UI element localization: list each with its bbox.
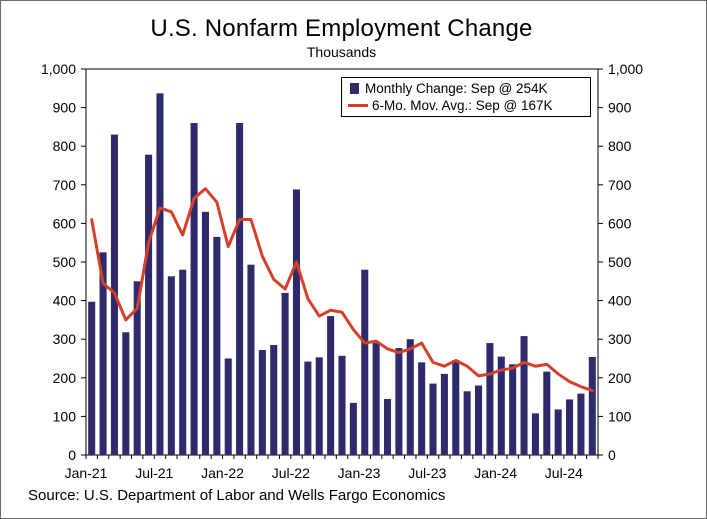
bar	[167, 276, 175, 455]
bar	[395, 348, 403, 455]
y-tick-label-right: 100	[608, 408, 632, 424]
x-tick-label: Jul-23	[408, 465, 446, 481]
bar	[224, 358, 232, 455]
bar	[349, 402, 357, 455]
bar	[236, 123, 244, 455]
y-tick-label-right: 300	[608, 331, 632, 347]
bar	[304, 361, 312, 455]
x-tick-label: Jan-21	[65, 465, 108, 481]
bar	[201, 211, 209, 455]
y-tick-label-left: 300	[53, 331, 77, 347]
y-tick-label-right: 400	[608, 293, 632, 309]
moving-average-line	[90, 187, 594, 393]
bar	[440, 373, 448, 455]
bar	[520, 336, 528, 455]
y-tick-label-right: 1,000	[608, 61, 643, 77]
bar	[452, 360, 460, 455]
x-tick-label: Jul-24	[545, 465, 583, 481]
x-tick-label: Jan-24	[474, 465, 517, 481]
bar	[429, 383, 437, 455]
bar	[497, 356, 505, 455]
bar	[543, 371, 551, 455]
y-tick-label-left: 500	[53, 254, 77, 270]
chart-source: Source: U.S. Department of Labor and Wel…	[28, 487, 446, 504]
x-tick-label: Jan-23	[338, 465, 381, 481]
bar	[531, 413, 539, 455]
bar	[338, 355, 346, 455]
bar	[88, 301, 96, 455]
bar	[247, 264, 255, 455]
bar	[463, 391, 471, 455]
x-tick-label: Jan-22	[201, 465, 244, 481]
y-tick-label-right: 200	[608, 370, 632, 386]
bar	[122, 332, 130, 455]
bar	[383, 399, 392, 455]
legend-swatch-line	[348, 104, 368, 107]
bar	[372, 343, 380, 455]
y-tick-label-left: 600	[53, 215, 77, 231]
bar	[588, 356, 596, 455]
bar	[475, 385, 483, 455]
bar	[361, 269, 369, 455]
bar	[190, 123, 198, 455]
y-tick-label-right: 700	[608, 177, 632, 193]
bar	[156, 93, 164, 456]
bar	[145, 154, 153, 455]
x-tick-label: Jul-22	[272, 465, 310, 481]
y-tick-label-left: 800	[53, 138, 77, 154]
bar	[315, 357, 323, 455]
bar	[99, 252, 107, 455]
bar	[577, 393, 585, 455]
chart-legend: Monthly Change: Sep @ 254K 6-Mo. Mov. Av…	[341, 77, 591, 117]
bar	[270, 344, 278, 455]
y-tick-label-right: 800	[608, 138, 632, 154]
y-tick-label-left: 200	[53, 370, 77, 386]
y-tick-label-left: 700	[53, 177, 77, 193]
y-tick-label-right: 600	[608, 215, 632, 231]
bar	[509, 364, 517, 455]
legend-swatch-bars	[350, 83, 359, 94]
y-tick-label-left: 900	[53, 100, 77, 116]
bar	[213, 236, 221, 455]
bar	[179, 269, 187, 455]
bar	[554, 409, 562, 455]
bar	[406, 339, 414, 455]
x-tick-label: Jul-21	[135, 465, 173, 481]
legend-label-bars: Monthly Change: Sep @ 254K	[365, 81, 548, 96]
y-tick-label-left: 100	[53, 408, 77, 424]
legend-item-line: 6-Mo. Mov. Avg.: Sep @ 167K	[348, 97, 584, 114]
y-tick-label-left: 1,000	[41, 61, 76, 77]
bar	[292, 189, 301, 455]
chart-title: U.S. Nonfarm Employment Change	[150, 15, 533, 42]
y-tick-label-left: 400	[53, 293, 77, 309]
bar	[281, 292, 289, 455]
bar	[418, 362, 426, 455]
bar	[258, 350, 266, 455]
bar	[486, 343, 494, 455]
chart-subtitle: Thousands	[306, 44, 377, 60]
bar	[133, 281, 141, 455]
legend-item-bars: Monthly Change: Sep @ 254K	[348, 80, 584, 97]
y-tick-label-left: 0	[68, 447, 76, 463]
y-tick-label-right: 0	[608, 447, 616, 463]
bar	[327, 316, 335, 455]
legend-label-line: 6-Mo. Mov. Avg.: Sep @ 167K	[372, 98, 553, 113]
bar	[566, 399, 574, 455]
y-tick-label-right: 900	[608, 100, 632, 116]
y-tick-label-right: 500	[608, 254, 632, 270]
